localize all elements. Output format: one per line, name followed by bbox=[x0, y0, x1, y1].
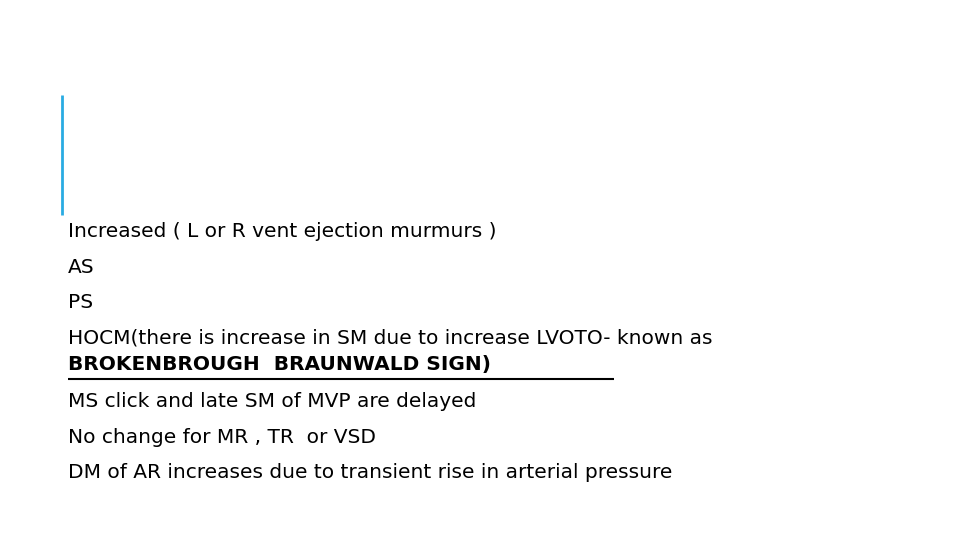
Text: PS: PS bbox=[68, 293, 93, 312]
Text: HOCM(there is increase in SM due to increase LVOTO- known as: HOCM(there is increase in SM due to incr… bbox=[68, 328, 712, 347]
Text: AS: AS bbox=[68, 258, 95, 277]
Text: No change for MR , TR  or VSD: No change for MR , TR or VSD bbox=[68, 428, 376, 447]
Text: Increased ( L or R vent ejection murmurs ): Increased ( L or R vent ejection murmurs… bbox=[68, 222, 496, 241]
Text: MS click and late SM of MVP are delayed: MS click and late SM of MVP are delayed bbox=[68, 392, 476, 411]
Text: BROKENBROUGH  BRAUNWALD SIGN): BROKENBROUGH BRAUNWALD SIGN) bbox=[68, 355, 491, 374]
Text: DM of AR increases due to transient rise in arterial pressure: DM of AR increases due to transient rise… bbox=[68, 463, 672, 482]
